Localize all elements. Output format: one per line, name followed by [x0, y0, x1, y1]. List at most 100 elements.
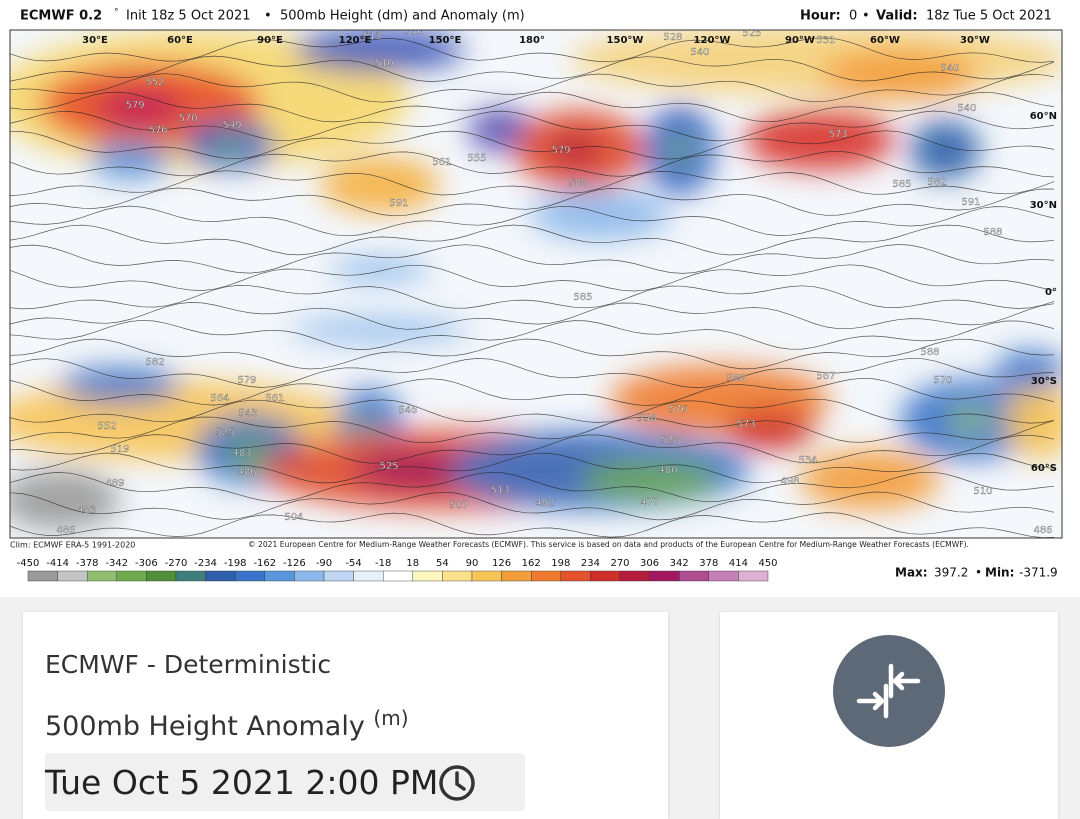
contour-label: 480: [658, 465, 677, 476]
contour-line: [10, 302, 1055, 330]
contour-label: 540: [957, 103, 976, 114]
contour-line: [10, 377, 1055, 406]
colorbar-tick-label: 90: [466, 558, 479, 569]
contour-label: 492: [535, 498, 554, 509]
anomaly-blob: [530, 190, 670, 240]
contour-line: [10, 398, 1055, 424]
colorbar-segment: [323, 570, 354, 582]
anomaly-blob: [355, 415, 375, 435]
contour-label: 582: [927, 177, 946, 188]
contour-label: 588: [726, 373, 745, 384]
colorbar-segment: [649, 570, 680, 582]
colorbar-tick-label: 18: [406, 558, 419, 569]
hour-label: Hour:: [800, 9, 841, 24]
latitude-label: 60°N: [1030, 111, 1057, 122]
contour-label: 531: [816, 35, 835, 46]
copyright: © 2021 European Centre for Medium-Range …: [248, 540, 969, 549]
contour-line: [10, 434, 1055, 464]
contour-label: 513: [490, 485, 509, 496]
colorbar-segment: [442, 570, 473, 582]
anomaly-field: [10, 30, 1062, 530]
contour-label: 483: [232, 448, 251, 459]
colorbar-segment: [501, 570, 532, 582]
colorbar-tick-label: -306: [135, 558, 158, 569]
contour-line: [10, 264, 1055, 292]
datetime-field[interactable]: Tue Oct 5 2021 2:00 PM: [45, 753, 525, 811]
colorbar-tick-label: -90: [316, 558, 332, 569]
colorbar-segment: [619, 570, 650, 582]
colorbar-tick-label: -450: [17, 558, 40, 569]
contour-line: [10, 285, 1055, 310]
contour-label: 486: [237, 467, 256, 478]
colorbar-tick-label: 198: [551, 558, 570, 569]
contour-line: [10, 452, 1055, 484]
init: Init 18z 5 Oct 2021: [126, 9, 251, 24]
contour-line: [10, 187, 1055, 217]
contour-label: 570: [933, 375, 952, 386]
contour-label: 477: [640, 497, 659, 508]
colorbar-tick-label: 414: [729, 558, 748, 569]
contour-label: 507: [449, 500, 468, 511]
anomaly-blob: [550, 135, 600, 165]
info-card: ECMWF - Deterministic 500mb Height Anoma…: [23, 612, 668, 819]
contour-label: 510: [374, 58, 393, 69]
latitude-label: 0°: [1045, 287, 1057, 298]
max: 397.2: [934, 566, 968, 580]
anomaly-blob: [10, 470, 120, 530]
anomaly-blob: [800, 450, 940, 510]
contour-label: 555: [467, 153, 486, 164]
colorbar-segment: [116, 570, 147, 582]
contour-label: 528: [663, 32, 682, 43]
colorbar-tick-label: 162: [522, 558, 541, 569]
colorbar-tick-label: 450: [758, 558, 777, 569]
contour-line: [10, 244, 1055, 274]
contour-label: 567: [816, 371, 835, 382]
header: ECMWF 0.2 ° Init 18z 5 Oct 2021 • 500mb …: [20, 8, 1052, 24]
contour-label: 588: [920, 347, 939, 358]
contour-label: 573: [736, 419, 755, 430]
colorbar-tick-label: -270: [165, 558, 188, 569]
contour-label: 588: [568, 178, 587, 189]
contour-line: [10, 357, 1055, 388]
longitude-label: 90°W: [785, 35, 815, 46]
colorbar-tick-label: -198: [224, 558, 247, 569]
contour-label: 585: [892, 179, 911, 190]
compare-button[interactable]: [832, 634, 946, 748]
clock-icon: [439, 765, 475, 801]
contour-label: 483: [77, 505, 96, 516]
contour-line: [10, 73, 1055, 103]
anomaly-blob: [228, 440, 272, 470]
colorbar-segment: [57, 570, 88, 582]
min: -371.9: [1019, 566, 1058, 580]
anomaly-blob: [820, 50, 980, 100]
forecast-image: ECMWF 0.2 ° Init 18z 5 Oct 2021 • 500mb …: [0, 0, 1080, 597]
colorbar-tick-label: 126: [492, 558, 511, 569]
contour-line: [10, 319, 1055, 350]
contour-label: 525: [742, 28, 761, 39]
longitude-label: 60°E: [167, 35, 193, 46]
contour-line: [10, 338, 1055, 370]
contour-line: [10, 512, 1055, 538]
latitude-label: 30°N: [1030, 200, 1057, 211]
product: 500mb Height (dm) and Anomaly (m): [280, 9, 525, 24]
contour-line: [10, 110, 1055, 142]
contour-label: 540: [940, 63, 959, 74]
contour-label: 498: [780, 476, 799, 487]
colorbar-segment: [738, 570, 769, 582]
contour-label: 564: [210, 393, 229, 404]
anomaly-blob: [995, 350, 1062, 390]
contour-label: 513: [362, 31, 381, 42]
colorbar-tick-label: -162: [253, 558, 276, 569]
anomaly-blob: [90, 140, 170, 180]
contour-label: 561: [432, 157, 451, 168]
colorbar-segment: [708, 570, 739, 582]
anomaly-blob: [290, 318, 470, 342]
valid-label: Valid:: [876, 9, 918, 24]
colorbar-tick-label: -126: [283, 558, 306, 569]
contour-label: 486: [56, 525, 75, 536]
contour-line: [10, 224, 1055, 256]
colorbar-tick-label: 306: [640, 558, 659, 569]
contour-line: [10, 130, 1055, 160]
colorbar: -450 -414 -378 -342 -306 -270 -234 -198 -162 -126…: [17, 558, 778, 582]
contour-label: 504: [284, 512, 303, 523]
